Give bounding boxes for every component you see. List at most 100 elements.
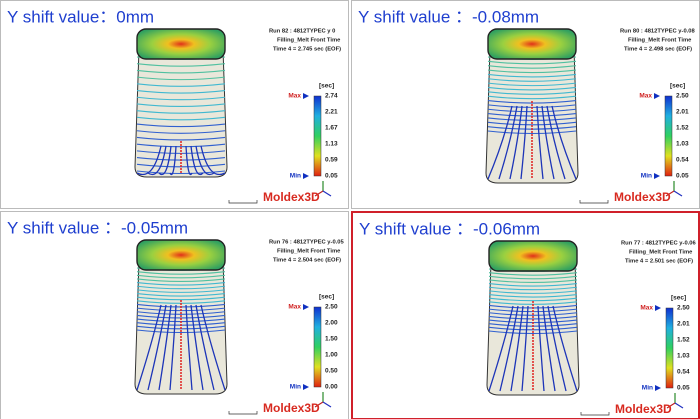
- scale-bar: [228, 411, 258, 415]
- min-marker: [303, 384, 309, 390]
- flow-front: [487, 105, 513, 180]
- panel-canvas: Y shift value ：-0.05mm Run 76 : 4812TYPEC…: [7, 218, 345, 415]
- scale-label: 0.54: [677, 369, 690, 376]
- flow-front: [509, 105, 523, 180]
- flow-line: [136, 96, 226, 101]
- flow-line: [488, 312, 578, 316]
- scale-label: 0.59: [325, 157, 338, 164]
- software-logo: Moldex3D: [263, 190, 320, 204]
- scale-bar: [580, 412, 610, 416]
- flow-line: [488, 275, 578, 280]
- panel-canvas: Y shift value ：-0.08mm Run 80 : 4812TYPEC…: [358, 7, 696, 204]
- flow-line: [488, 330, 578, 335]
- flow-line: [136, 282, 226, 286]
- scale-label: 1.13: [325, 141, 338, 148]
- scale-bar: [579, 200, 609, 204]
- flow-line: [136, 278, 226, 282]
- flow-line: [136, 274, 226, 279]
- flow-front: [190, 304, 204, 391]
- scale-label: 0.05: [677, 385, 690, 392]
- run-label: Run 76 : 4812TYPEC y-0.05: [269, 240, 345, 246]
- scale-label: 2.01: [677, 321, 690, 328]
- panel-canvas: Y shift value ：-0.06mm Run 77 : 4812TYPEC…: [359, 219, 697, 416]
- scale-label: 2.01: [676, 109, 689, 116]
- part-model: [486, 240, 580, 396]
- unit-label: [sec]: [671, 295, 686, 302]
- flow-line: [487, 121, 577, 126]
- result-label: Filling_Melt Front Time: [628, 38, 692, 44]
- panel-title: Y shift value ：-0.08mm: [358, 7, 539, 26]
- flow-line: [487, 130, 577, 135]
- colorbar: [313, 95, 322, 177]
- flow-line: [136, 130, 226, 134]
- result-panel: Y shift value ：-0.05mm Run 76 : 4812TYPEC…: [0, 211, 349, 419]
- scale-label: 2.74: [325, 93, 338, 100]
- colorbar: [665, 307, 674, 389]
- flow-front: [541, 105, 555, 180]
- min-label: Min: [290, 173, 301, 180]
- flow-front: [158, 304, 172, 391]
- part-model: [134, 28, 228, 178]
- flow-line: [136, 76, 226, 81]
- scale-label: 0.54: [676, 157, 689, 164]
- scale-label: 2.50: [677, 305, 690, 312]
- panel-title: Y shift value ：-0.05mm: [7, 218, 188, 237]
- flow-line: [488, 286, 578, 291]
- flow-line: [488, 283, 578, 287]
- flow-front: [498, 105, 518, 180]
- scale-label: 1.50: [325, 336, 338, 343]
- flow-front: [158, 145, 172, 175]
- flow-front: [488, 305, 514, 392]
- flow-front: [536, 105, 544, 180]
- flow-line: [136, 170, 226, 175]
- result-label: Filling_Melt Front Time: [629, 250, 693, 256]
- scale-label: 1.52: [676, 125, 689, 132]
- axis-y: [673, 190, 683, 197]
- panel-canvas: Y shift value：0mm Run 82 : 4812TYPEC y 0 F…: [7, 7, 341, 204]
- flow-line: [488, 279, 578, 283]
- axis-x: [666, 402, 676, 409]
- result-label: Filling_Melt Front Time: [277, 38, 341, 44]
- scale-label: 1.52: [677, 337, 690, 344]
- scale-label: 0.00: [325, 384, 338, 391]
- flow-line: [136, 83, 226, 87]
- flow-line: [136, 123, 226, 128]
- part-top: [488, 240, 578, 272]
- time-label: Time 4 = 2.745 sec (EOF): [273, 47, 341, 53]
- unit-label: [sec]: [670, 83, 685, 90]
- flow-front: [547, 305, 567, 392]
- scale-label: 0.05: [325, 173, 338, 180]
- max-label: Max: [288, 304, 301, 311]
- run-label: Run 82 : 4812TYPEC y 0: [269, 29, 335, 35]
- flow-line: [488, 293, 578, 298]
- flow-front: [521, 305, 529, 392]
- flow-line: [136, 271, 226, 275]
- flow-line: [136, 110, 226, 114]
- flow-front: [190, 145, 204, 175]
- part-model: [485, 28, 579, 184]
- min-marker: [654, 173, 660, 179]
- flow-line: [487, 82, 577, 87]
- software-logo: Moldex3D: [263, 401, 320, 415]
- flow-front: [185, 145, 193, 175]
- flow-line: [136, 89, 226, 94]
- flow-line: [487, 69, 577, 74]
- flow-front: [200, 304, 226, 391]
- flow-line: [136, 289, 226, 293]
- panel-title: Y shift value：0mm: [7, 7, 154, 26]
- time-label: Time 4 = 2.501 sec (EOF): [625, 259, 693, 265]
- scale-label: 1.67: [325, 125, 338, 132]
- flow-front: [195, 145, 215, 175]
- scale-label: 1.03: [676, 141, 689, 148]
- flow-line: [136, 143, 226, 148]
- axis-x: [314, 401, 324, 408]
- flow-line: [136, 103, 226, 107]
- flow-line: [487, 91, 577, 95]
- flow-line: [487, 95, 577, 100]
- max-marker: [303, 93, 309, 99]
- flow-line: [487, 99, 577, 104]
- flow-line: [136, 116, 226, 121]
- panel-title: Y shift value ：-0.06mm: [359, 219, 540, 238]
- result-label: Filling_Melt Front Time: [277, 249, 341, 255]
